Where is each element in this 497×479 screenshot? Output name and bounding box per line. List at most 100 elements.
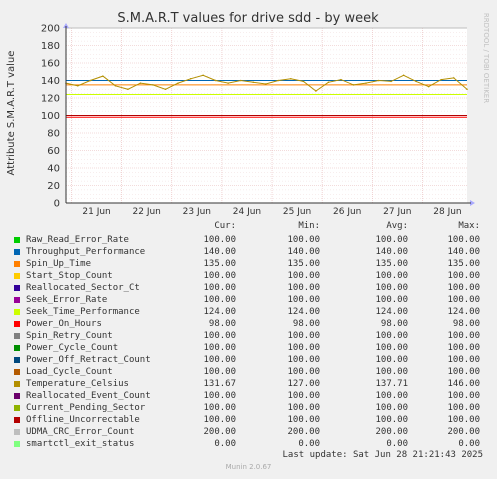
legend-cur: 100.00 [203,283,236,293]
legend-name: Seek_Error_Rate [26,295,108,305]
legend-header-max: Max: [458,221,480,231]
legend-row: Throughput_Performance 140.00 140.00 140.00… [0,247,497,259]
legend-swatch [14,441,20,447]
series-point [466,88,468,91]
legend-max: 98.00 [452,319,480,329]
series-point [427,85,430,88]
legend-swatch [14,429,20,435]
legend-cur: 0.00 [214,439,236,449]
series-point [340,78,342,81]
legend-max: 100.00 [447,367,480,377]
legend-min: 98.00 [292,319,320,329]
x-tick-labels: 21 Jun 22 Jun 23 Jun 24 Jun 25 Jun 26 Jun 27 J… [82,207,461,217]
legend-swatch [14,321,20,327]
legend-header-cur: Cur: [214,221,236,231]
series-point [290,77,292,80]
legend-avg: 0.00 [386,439,408,449]
legend-swatch [14,345,20,351]
series-point [252,81,255,84]
legend-min: 127.00 [287,379,320,389]
legend-avg: 100.00 [375,391,408,401]
legend-swatch [14,249,20,255]
x-tick-label: 22 Jun [133,207,161,217]
legend-max: 100.00 [447,403,480,413]
legend-swatch [14,309,20,315]
y-tick-label: 140 [41,76,60,87]
legend-swatch [14,405,20,411]
x-tick-label: 28 Jun [433,207,461,217]
legend-name: Offline_Uncorrectable [26,415,140,425]
x-tick-label: 24 Jun [233,207,261,217]
legend-max: 100.00 [447,295,480,305]
legend-max: 100.00 [447,235,480,245]
temperature-series [65,74,468,92]
legend-avg: 100.00 [375,343,408,353]
munin-footer: Munin 2.0.67 [225,463,272,471]
legend-avg: 100.00 [375,283,408,293]
legend-max: 124.00 [447,307,480,317]
legend-cur: 100.00 [203,343,236,353]
legend-avg: 200.00 [375,427,408,437]
legend-name: Seek_Time_Performance [26,307,140,317]
legend-cur: 131.67 [203,379,236,389]
legend-min: 100.00 [287,235,320,245]
legend-min: 100.00 [287,391,320,401]
legend-max: 135.00 [447,259,480,269]
legend-row: Start_Stop_Count 100.00 100.00 100.00 100.00 [0,271,497,283]
legend-cur: 140.00 [203,247,236,257]
legend-max: 100.00 [447,331,480,341]
legend-avg: 100.00 [375,271,408,281]
series-point [189,77,192,80]
legend-avg: 135.00 [375,259,408,269]
legend-name: Power_On_Hours [26,319,102,329]
legend-avg: 140.00 [375,247,408,257]
y-tick-label: 40 [47,164,60,175]
legend-swatch [14,417,20,423]
legend-row: Power_Cycle_Count 100.00 100.00 100.00 100.0… [0,343,497,355]
legend-max: 146.00 [447,379,480,389]
legend-max: 100.00 [447,415,480,425]
y-tick-label: 120 [41,94,60,105]
series-point [440,78,443,81]
legend-swatch [14,297,20,303]
legend-min: 124.00 [287,307,320,317]
legend-name: Power_Cycle_Count [26,343,119,353]
series-point [377,79,380,82]
legend-swatch [14,237,20,243]
series-point [139,82,142,84]
y-axis-label: Attribute S.M.A.R.T value [6,51,17,176]
legend-row: UDMA_CRC_Error_Count 200.00 200.00 200.00 20… [0,427,497,439]
legend-max: 100.00 [447,271,480,281]
y-tick-label: 160 [41,59,60,70]
legend-row: Load_Cycle_Count 100.00 100.00 100.00 100.00 [0,367,497,379]
last-update: Last update: Sat Jun 28 21:21:43 2025 [282,450,483,460]
legend-min: 100.00 [287,403,320,413]
legend-min: 100.00 [287,331,320,341]
legend-swatch [14,369,20,375]
legend-avg: 98.00 [380,319,408,329]
legend-swatch [14,393,20,399]
legend-min: 100.00 [287,415,320,425]
legend-name: Reallocated_Event_Count [26,391,151,401]
chart-title: S.M.A.R.T values for drive sdd - by week [117,11,379,26]
legend-name: Throughput_Performance [26,247,146,257]
x-tick-label: 26 Jun [333,207,361,217]
legend-avg: 100.00 [375,355,408,365]
legend-min: 135.00 [287,259,320,269]
legend-cur: 100.00 [203,403,236,413]
legend-min: 100.00 [287,271,320,281]
legend-swatch [14,381,20,387]
legend-avg: 100.00 [375,331,408,341]
y-tick-label: 180 [41,41,60,52]
legend-min: 100.00 [287,283,320,293]
legend-cur: 100.00 [203,271,236,281]
legend-cur: 98.00 [208,319,236,329]
y-tick-labels: 0 20 40 60 80 100 120 140 160 180 200 [41,24,60,210]
watermark: RRDTOOL / TOBI OETIKER [482,13,490,103]
series-point [302,80,305,83]
legend-min: 100.00 [287,367,320,377]
legend-row: Offline_Uncorrectable 100.00 100.00 100.00 1… [0,415,497,427]
y-tick-label: 0 [54,199,60,210]
legend-row: Raw_Read_Error_Rate 100.00 100.00 100.00 100… [0,235,497,247]
